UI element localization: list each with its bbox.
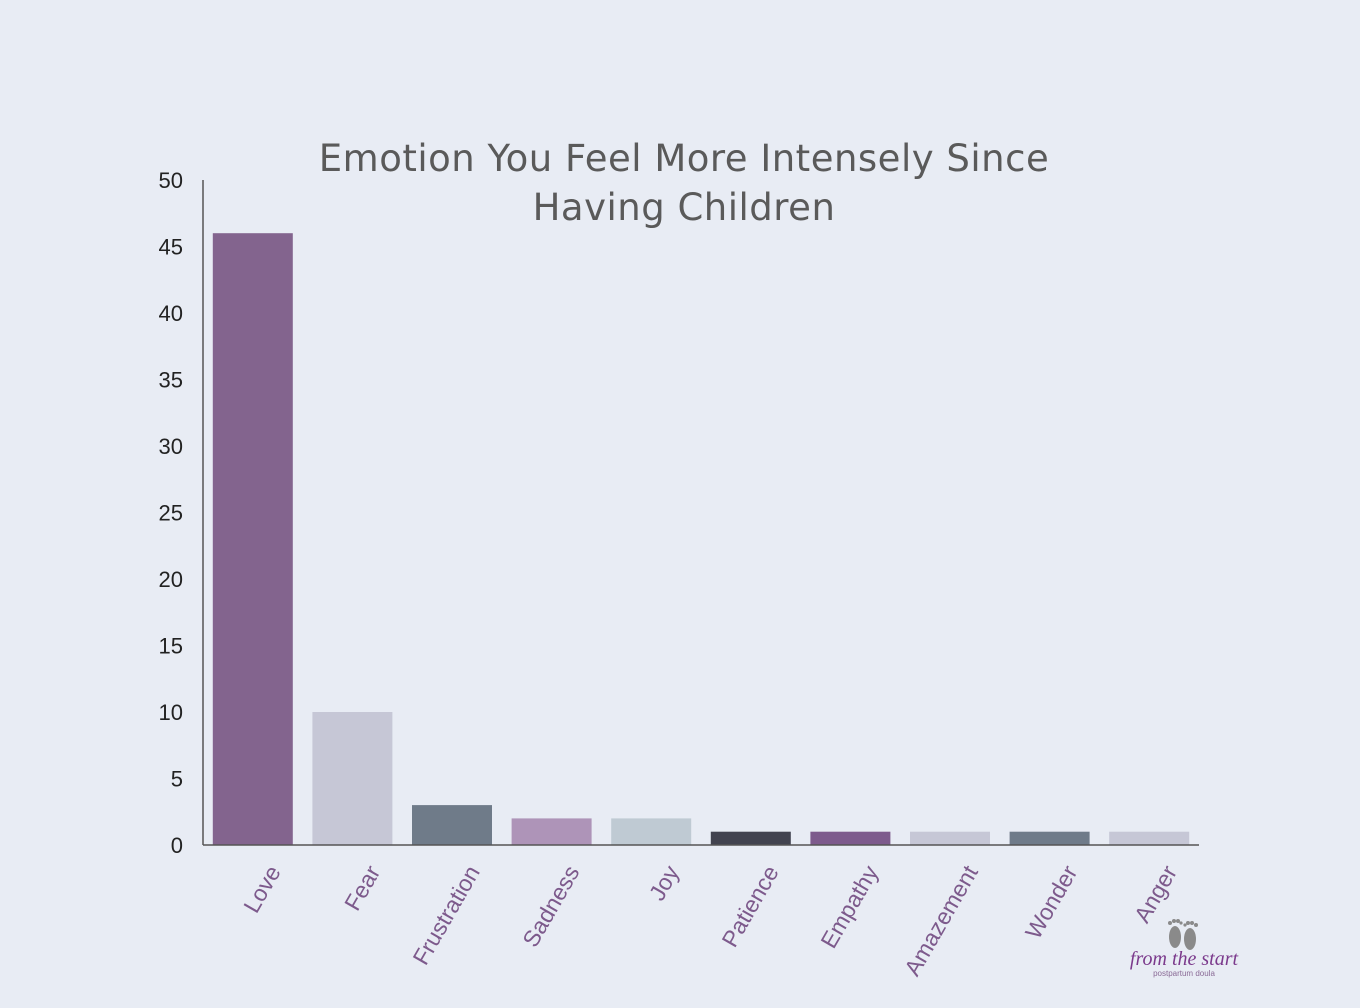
y-tick-label: 25 bbox=[159, 501, 183, 526]
bar-frustration bbox=[412, 805, 492, 845]
baby-feet-icon bbox=[1168, 919, 1198, 950]
x-tick-label-love: Love bbox=[238, 861, 285, 917]
x-tick-label-frustration: Frustration bbox=[407, 861, 484, 969]
bars bbox=[212, 233, 1190, 845]
bar-anger bbox=[1109, 831, 1190, 845]
bar-amazement bbox=[910, 831, 990, 845]
bar-sadness bbox=[511, 818, 592, 845]
y-tick-label: 30 bbox=[159, 434, 183, 459]
y-tick-label: 10 bbox=[159, 700, 183, 725]
logo-subtext: postpartum doula bbox=[1153, 969, 1215, 978]
bar-love bbox=[212, 233, 293, 845]
bar-patience bbox=[710, 831, 791, 845]
chart-title: Emotion You Feel More Intensely Since Ha… bbox=[318, 137, 1050, 229]
y-tick-label: 45 bbox=[159, 235, 183, 260]
x-tick-label-wonder: Wonder bbox=[1020, 861, 1083, 944]
bar-wonder bbox=[1009, 831, 1090, 845]
x-tick-label-amazement: Amazement bbox=[899, 860, 983, 980]
bar-joy bbox=[611, 818, 692, 845]
logo-text: from the start bbox=[1129, 948, 1239, 970]
y-tick-label: 0 bbox=[171, 833, 183, 858]
y-tick-label: 40 bbox=[159, 301, 183, 326]
y-axis-ticks: 0 5 10 15 20 25 30 35 40 45 50 bbox=[159, 168, 183, 858]
x-axis-labels: Love Fear Frustration Sadness Joy Patience Emp… bbox=[238, 860, 1182, 980]
x-tick-label-patience: Patience bbox=[716, 861, 783, 952]
y-tick-label: 50 bbox=[159, 168, 183, 193]
brand-logo: from the start postpartum doula bbox=[1128, 915, 1240, 978]
x-tick-label-joy: Joy bbox=[644, 860, 685, 904]
y-tick-label: 5 bbox=[171, 767, 183, 792]
x-tick-label-fear: Fear bbox=[339, 861, 385, 915]
y-tick-label: 20 bbox=[159, 567, 183, 592]
bar-fear bbox=[312, 712, 393, 845]
y-tick-label: 15 bbox=[159, 634, 183, 659]
x-tick-label-empathy: Empathy bbox=[815, 860, 883, 952]
y-tick-label: 35 bbox=[159, 368, 183, 393]
bar-empathy bbox=[810, 831, 891, 845]
x-tick-label-sadness: Sadness bbox=[517, 861, 584, 952]
